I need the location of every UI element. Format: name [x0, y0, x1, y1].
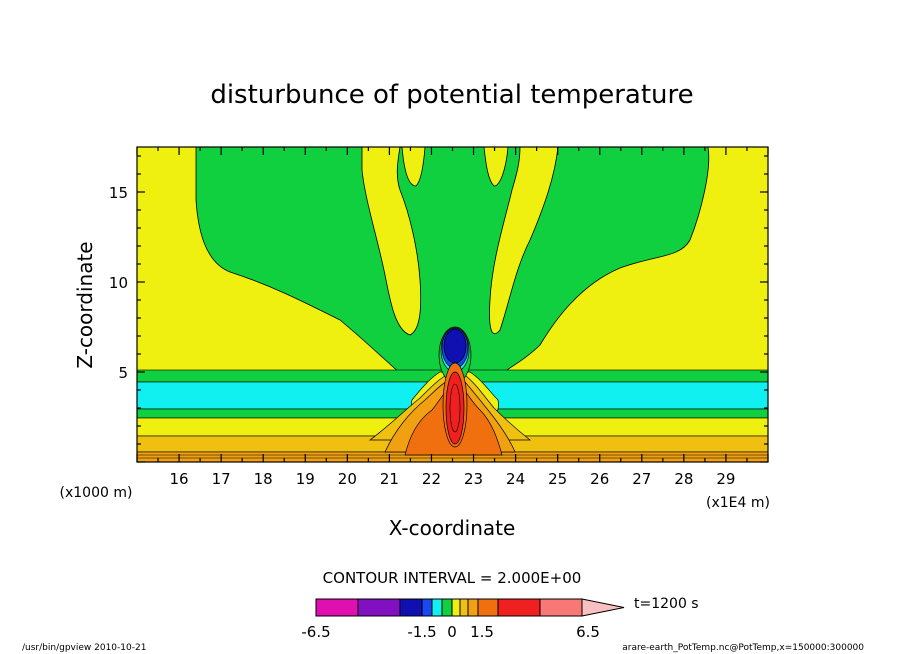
colorbar-label: 6.5: [576, 623, 600, 641]
colorbar-swatch: [539, 598, 583, 617]
core-red: [445, 371, 465, 445]
x-tick-label: 16: [170, 470, 189, 488]
colorbar-labels: -6.5 -1.5 0 1.5 6.5: [301, 623, 600, 641]
contour-field: [137, 147, 768, 462]
colorbar-label: 1.5: [470, 623, 494, 641]
colorbar-label: -1.5: [407, 623, 436, 641]
contour-interval-text: CONTOUR INTERVAL = 2.000E+00: [323, 569, 582, 587]
colorbar-arrow: [581, 598, 625, 617]
colorbar-swatch: [399, 598, 423, 617]
x-unit-label: (x1E4 m): [706, 495, 770, 511]
x-tick-label: 19: [296, 470, 315, 488]
chart-title: disturbunce of potential temperature: [210, 80, 693, 110]
colorbar-swatch: [477, 598, 499, 617]
x-tick-label: 27: [632, 470, 651, 488]
time-label: t=1200 s: [634, 596, 699, 612]
x-tick-label: 29: [716, 470, 735, 488]
x-tick-label: 23: [464, 470, 483, 488]
colorbar-swatch: [357, 598, 401, 617]
colorbar-swatch: [497, 598, 541, 617]
x-tick-label: 24: [506, 470, 525, 488]
colorbar-swatch: [451, 598, 461, 617]
yellow-tongue-left: [361, 147, 422, 336]
x-tick-label: 21: [380, 470, 399, 488]
colorbar-swatch: [431, 598, 443, 617]
x-tick-label: 25: [548, 470, 567, 488]
colorbar-swatch: [459, 598, 469, 617]
footer-left: /usr/bin/gpview 2010-10-21: [22, 643, 146, 653]
yellow-bump-right: [483, 147, 509, 187]
x-tick-label: 20: [338, 470, 357, 488]
colorbar-swatch: [315, 598, 359, 617]
colorbar-swatch: [421, 598, 433, 617]
y-axis-label: Z-coordinate: [73, 241, 97, 368]
y-tick-label: 5: [118, 364, 128, 382]
x-axis-label: X-coordinate: [389, 516, 516, 540]
x-tick-label: 17: [212, 470, 231, 488]
colorbar-label: -6.5: [301, 623, 330, 641]
x-tick-label: 28: [674, 470, 693, 488]
y-tick-label: 15: [109, 184, 128, 202]
footer-right: arare-earth_PotTemp.nc@PotTemp,x=150000:…: [622, 643, 864, 653]
y-tick-label: 10: [109, 274, 128, 292]
yellow-tongue-right: [489, 147, 559, 335]
colorbar-swatch: [467, 598, 479, 617]
y-unit-label: (x1000 m): [60, 485, 133, 501]
colorbar-swatch: [441, 598, 453, 617]
yellow-bump-left: [401, 147, 426, 187]
x-tick-label: 18: [254, 470, 273, 488]
colorbar: [315, 598, 625, 617]
y-axis-ticks: 5 10 15: [109, 155, 768, 463]
x-tick-label: 22: [422, 470, 441, 488]
x-tick-label: 26: [590, 470, 609, 488]
x-axis-ticks: 16 17 18 19 20 21 22 23 24 25 26 27 28 29: [136, 147, 769, 488]
colorbar-label: 0: [447, 623, 457, 641]
updraft-dark-blue: [443, 328, 467, 364]
